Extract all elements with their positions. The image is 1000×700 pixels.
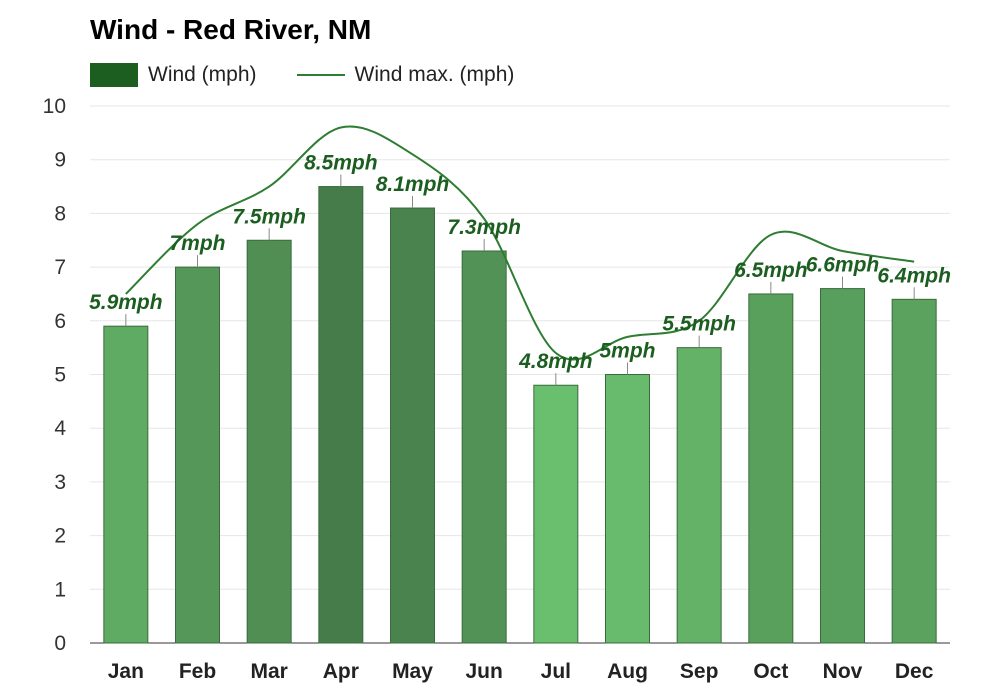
- legend-swatch-wind-max: [296, 74, 345, 76]
- bar-nov: [820, 288, 865, 644]
- data-label: 6.5mph: [734, 259, 808, 282]
- x-tick-label: May: [392, 660, 433, 683]
- data-label: 7.5mph: [232, 205, 306, 228]
- y-tick-label: 8: [54, 202, 66, 225]
- data-label: 8.5mph: [304, 152, 378, 175]
- bar-apr: [318, 186, 364, 644]
- legend-swatch-wind: [90, 63, 138, 87]
- data-label: 7mph: [169, 232, 225, 255]
- bar-jul: [533, 384, 579, 644]
- wind-max-line: [125, 125, 915, 361]
- data-label: 5.9mph: [89, 291, 163, 314]
- x-tick-label: Nov: [823, 660, 863, 683]
- chart-title: Wind - Red River, NM: [90, 14, 372, 45]
- data-label: 5.5mph: [662, 313, 736, 336]
- x-tick-label: Jun: [465, 660, 502, 683]
- x-tick-label: Mar: [250, 660, 287, 683]
- bar-jun: [461, 250, 507, 644]
- bar-jan: [103, 325, 149, 644]
- x-tick-label: Feb: [179, 660, 216, 683]
- x-tick-label: Jan: [108, 660, 144, 683]
- data-label: 8.1mph: [376, 173, 450, 196]
- x-tick-label: Dec: [895, 660, 934, 683]
- data-label: 6.4mph: [877, 264, 951, 287]
- data-label: 7.3mph: [447, 216, 521, 239]
- y-tick-label: 4: [54, 417, 66, 440]
- y-tick-label: 0: [54, 632, 66, 655]
- bar-sep: [676, 347, 722, 644]
- x-tick-label: Jul: [541, 660, 571, 683]
- bar-aug: [605, 374, 650, 644]
- x-tick-label: Sep: [680, 660, 719, 683]
- y-tick-label: 6: [54, 310, 66, 333]
- bar-may: [390, 207, 435, 644]
- x-tick-label: Apr: [323, 660, 359, 683]
- bar-oct: [748, 293, 794, 644]
- y-tick-label: 10: [43, 95, 66, 118]
- y-tick-label: 2: [54, 525, 66, 548]
- x-tick-label: Oct: [753, 660, 788, 683]
- x-tick-label: Aug: [607, 660, 648, 683]
- y-tick-label: 9: [54, 149, 66, 172]
- y-tick-label: 3: [54, 471, 66, 494]
- y-tick-label: 1: [54, 578, 66, 601]
- y-tick-label: 7: [54, 256, 66, 279]
- data-label: 6.6mph: [806, 254, 880, 277]
- data-label: 5mph: [599, 340, 655, 363]
- bar-mar: [246, 239, 292, 644]
- bar-dec: [891, 298, 937, 644]
- legend: Wind (mph) Wind max. (mph): [90, 60, 514, 90]
- y-tick-label: 5: [54, 364, 66, 387]
- bar-feb: [175, 266, 220, 644]
- data-label: 4.8mph: [518, 350, 593, 373]
- legend-label-wind: Wind (mph): [148, 63, 257, 86]
- legend-label-wind-max: Wind max. (mph): [354, 63, 515, 86]
